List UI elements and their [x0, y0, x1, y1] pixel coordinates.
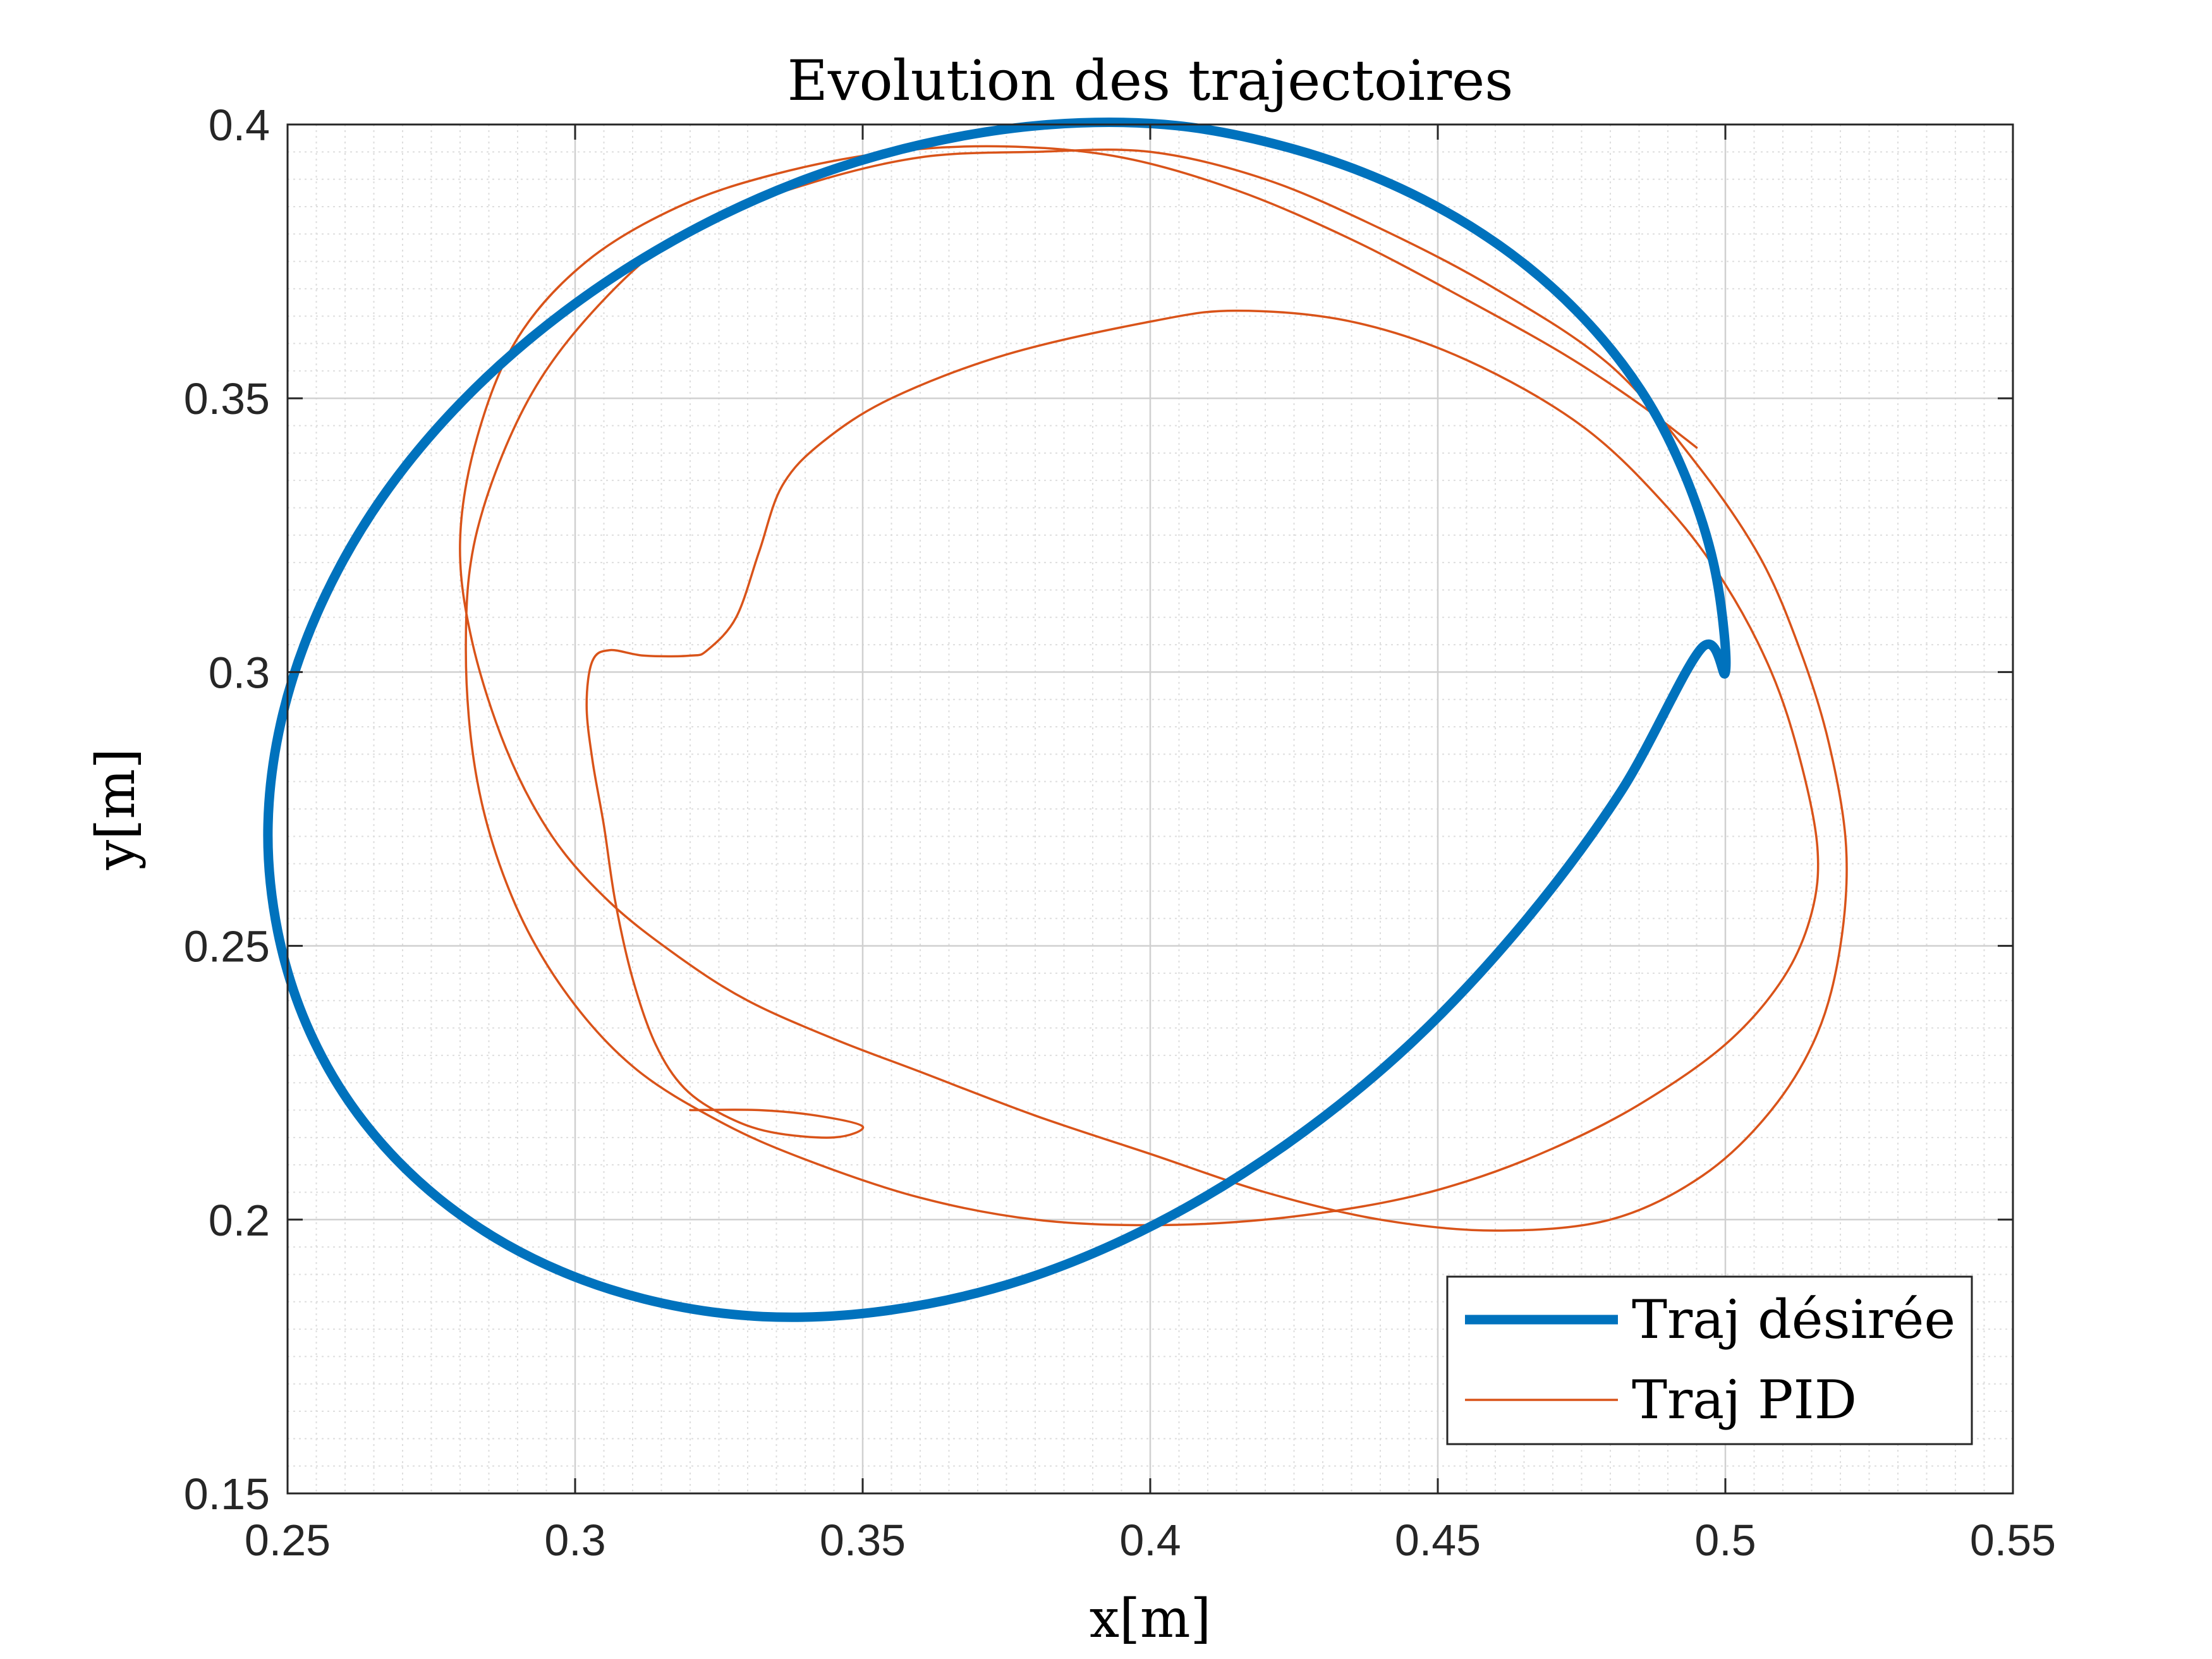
legend: Traj désirée Traj PID [1446, 1275, 1973, 1445]
y-tick-label: 0.35 [184, 374, 270, 423]
y-axis-title: y[m] [85, 748, 147, 871]
chart-title: Evolution des trajectoires [787, 48, 1514, 113]
x-tick-label: 0.45 [1395, 1516, 1481, 1565]
series-traj-pid-line [459, 145, 1848, 1232]
x-tick-label: 0.55 [1970, 1516, 2056, 1565]
y-tick-label: 0.3 [209, 648, 270, 697]
x-tick-label: 0.3 [544, 1516, 605, 1565]
y-tick-label: 0.2 [209, 1196, 270, 1245]
y-tick-label: 0.25 [184, 922, 270, 971]
series-layer [263, 118, 1848, 1322]
y-tick-label: 0.4 [209, 100, 270, 150]
y-tick-labels: 0.15 0.2 0.25 0.3 0.35 0.4 [184, 100, 270, 1519]
series-traj-desiree-line [263, 118, 1731, 1322]
legend-box [1446, 1275, 1973, 1445]
tick-marks [286, 123, 2014, 1495]
x-tick-label: 0.25 [245, 1516, 331, 1565]
x-tick-label: 0.4 [1119, 1516, 1181, 1565]
x-tick-labels: 0.25 0.3 0.35 0.4 0.45 0.5 0.55 [245, 1516, 2056, 1565]
y-tick-label: 0.15 [184, 1469, 270, 1519]
x-tick-label: 0.5 [1694, 1516, 1756, 1565]
legend-label-traj-desiree: Traj désirée [1632, 1289, 1955, 1351]
legend-label-traj-pid: Traj PID [1632, 1369, 1857, 1431]
x-tick-label: 0.35 [820, 1516, 906, 1565]
x-axis-title: x[m] [1090, 1588, 1212, 1650]
